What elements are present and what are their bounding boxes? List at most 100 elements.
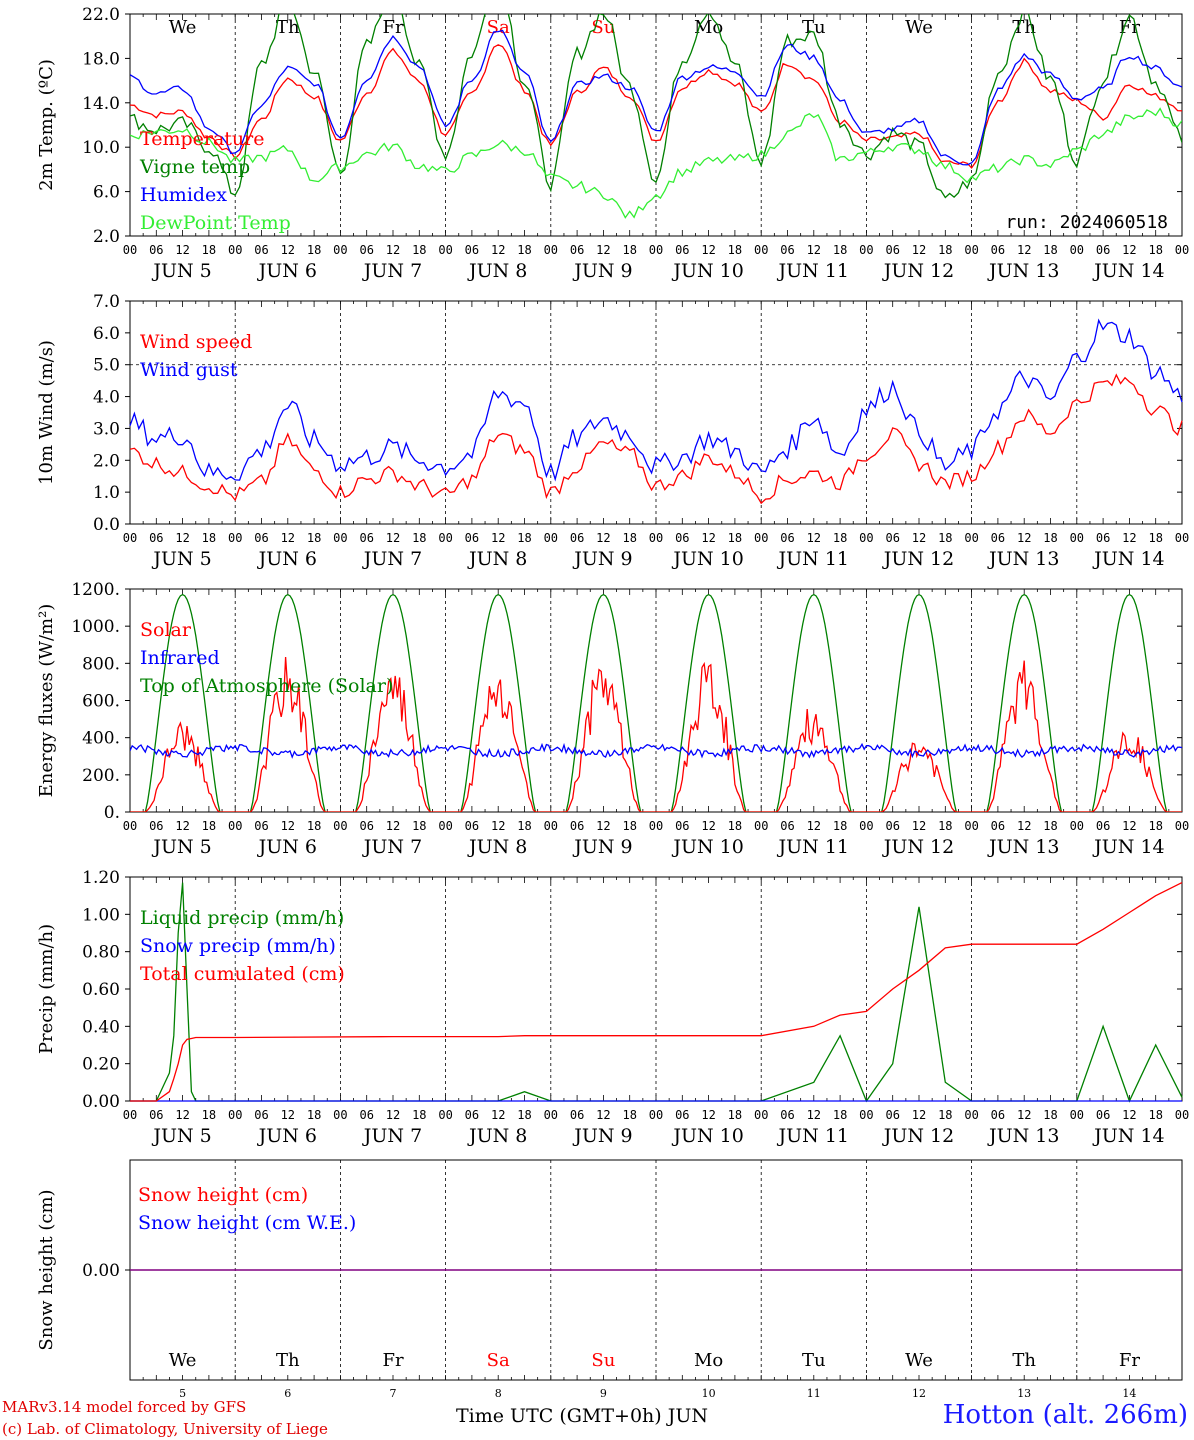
- hour-tick-label: 12: [175, 1108, 189, 1122]
- hour-tick-label: 00: [1175, 243, 1189, 257]
- day-date-label: JUN 10: [671, 548, 743, 570]
- hour-tick-label: 18: [517, 531, 531, 545]
- hour-tick-label: 00: [123, 531, 137, 545]
- day-date-label: JUN 6: [257, 260, 317, 282]
- hour-tick-label: 12: [596, 243, 610, 257]
- hour-tick-label: 06: [780, 531, 794, 545]
- hour-tick-label: 00: [228, 531, 242, 545]
- hour-tick-label: 12: [596, 531, 610, 545]
- hour-tick-label: 00: [228, 819, 242, 833]
- hour-tick-label: 12: [807, 243, 821, 257]
- hour-tick-label: 12: [1122, 819, 1136, 833]
- y-tick-label: 1.20: [82, 868, 120, 888]
- hour-tick-label: 12: [1122, 243, 1136, 257]
- y-tick-label: 7.0: [93, 292, 120, 312]
- day-date-label: JUN 10: [671, 1125, 743, 1147]
- hour-tick-label: 00: [544, 819, 558, 833]
- hour-tick-label: 06: [570, 243, 584, 257]
- hour-tick-label: 06: [885, 1108, 899, 1122]
- hour-tick-label: 18: [517, 243, 531, 257]
- day-date-label: JUN 5: [151, 548, 211, 570]
- hour-tick-label: 12: [1017, 1108, 1031, 1122]
- day-date-label: JUN 12: [882, 260, 954, 282]
- weekday-label: We: [905, 1350, 933, 1371]
- hour-tick-label: 06: [885, 819, 899, 833]
- hour-tick-label: 06: [465, 531, 479, 545]
- series-line-solar: [130, 656, 1182, 812]
- day-number-label: 12: [912, 1387, 926, 1400]
- hour-tick-label: 00: [649, 1108, 663, 1122]
- hour-tick-label: 18: [307, 819, 321, 833]
- hour-tick-label: 18: [833, 531, 847, 545]
- hour-tick-label: 06: [991, 819, 1005, 833]
- panel-frame: [129, 588, 1183, 813]
- day-date-label: JUN 5: [151, 836, 211, 858]
- day-number-label: 7: [390, 1387, 397, 1400]
- day-date-label: JUN 9: [572, 1125, 632, 1147]
- run-label: run: 2024060518: [1005, 212, 1168, 233]
- hour-tick-label: 00: [964, 1108, 978, 1122]
- hour-tick-label: 18: [412, 531, 426, 545]
- credit-lab: (c) Lab. of Climatology, University of L…: [2, 1420, 328, 1438]
- day-date-label: JUN 7: [362, 260, 422, 282]
- day-date-label: JUN 11: [777, 1125, 849, 1147]
- hour-tick-label: 18: [1148, 1108, 1162, 1122]
- hour-tick-label: 00: [438, 1108, 452, 1122]
- hour-tick-label: 12: [491, 819, 505, 833]
- weekday-label: Mo: [694, 1350, 723, 1371]
- hour-tick-label: 00: [964, 243, 978, 257]
- hour-tick-label: 00: [1070, 531, 1084, 545]
- hour-tick-label: 00: [228, 243, 242, 257]
- y-tick-label: 2.0: [93, 451, 120, 471]
- hour-tick-label: 18: [1148, 243, 1162, 257]
- panel-3: 00 06 12 18 00 06 12 18 00 06 12 18 00 06 12 18 00 06 12 18…: [36, 580, 1189, 858]
- y-tick-label: 6.0: [93, 183, 120, 203]
- hour-tick-label: 18: [728, 531, 742, 545]
- day-date-label: JUN 13: [987, 1125, 1059, 1147]
- hour-tick-label: 06: [991, 1108, 1005, 1122]
- day-date-label: JUN 6: [257, 1125, 317, 1147]
- day-date-label: JUN 11: [777, 260, 849, 282]
- hour-tick-label: 18: [1148, 819, 1162, 833]
- hour-tick-label: 06: [675, 243, 689, 257]
- hour-tick-label: 18: [938, 243, 952, 257]
- hour-tick-label: 06: [465, 1108, 479, 1122]
- hour-tick-label: 00: [1175, 531, 1189, 545]
- hour-tick-label: 18: [833, 243, 847, 257]
- y-tick-label: 200.: [82, 766, 120, 786]
- hour-tick-label: 00: [754, 243, 768, 257]
- hour-tick-label: 18: [622, 243, 636, 257]
- hour-tick-label: 00: [754, 819, 768, 833]
- hour-tick-label: 06: [675, 819, 689, 833]
- hour-tick-label: 00: [333, 1108, 347, 1122]
- hour-tick-label: 12: [912, 819, 926, 833]
- weekday-label: Sa: [487, 1350, 510, 1371]
- hour-tick-label: 18: [412, 819, 426, 833]
- hour-tick-label: 18: [307, 1108, 321, 1122]
- y-tick-label: 0.00: [82, 1261, 120, 1281]
- day-date-label: JUN 13: [987, 260, 1059, 282]
- day-date-label: JUN 14: [1092, 260, 1164, 282]
- y-tick-label: 0.60: [82, 980, 120, 1000]
- hour-tick-label: 06: [675, 1108, 689, 1122]
- hour-tick-label: 12: [1122, 531, 1136, 545]
- day-date-label: JUN 8: [467, 836, 527, 858]
- hour-tick-label: 06: [570, 531, 584, 545]
- y-tick-label: 1200.: [71, 580, 120, 600]
- day-date-label: JUN 13: [987, 836, 1059, 858]
- hour-tick-label: 18: [1043, 819, 1057, 833]
- hour-tick-label: 18: [517, 1108, 531, 1122]
- legend-entry: Top of Atmosphere (Solar): [140, 675, 393, 697]
- day-date-label: JUN 5: [151, 260, 211, 282]
- hour-tick-label: 06: [149, 243, 163, 257]
- hour-tick-label: 00: [1175, 819, 1189, 833]
- hour-tick-label: 06: [885, 531, 899, 545]
- weekday-label: Th: [276, 1350, 300, 1371]
- legend-entry: DewPoint Temp: [140, 212, 291, 234]
- hour-tick-label: 00: [123, 1108, 137, 1122]
- hour-tick-label: 12: [701, 819, 715, 833]
- day-date-label: JUN 9: [572, 548, 632, 570]
- weekday-label: Th: [276, 17, 300, 38]
- y-tick-label: 18.0: [82, 49, 120, 69]
- y-tick-label: 0.40: [82, 1017, 120, 1037]
